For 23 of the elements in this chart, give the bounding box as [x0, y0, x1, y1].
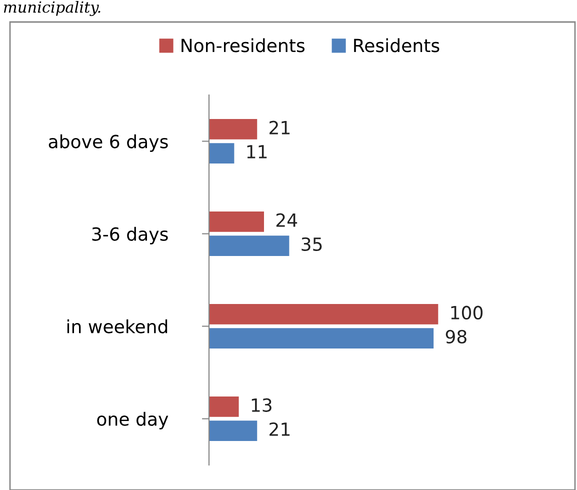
text: municipality. — [4, 0, 100, 16]
bar — [209, 396, 239, 417]
bar — [209, 304, 438, 324]
bar — [209, 212, 264, 232]
data-label: 11 — [247, 145, 267, 158]
y-tick-label: above 6 days — [48, 134, 168, 152]
bar — [209, 328, 434, 348]
bar — [209, 143, 234, 164]
data-label: 21 — [270, 422, 290, 436]
data-label: 21 — [270, 120, 290, 134]
data-label: 24 — [276, 213, 298, 227]
y-tick-label: 3-6 days — [92, 226, 168, 244]
legend-label: Residents — [354, 38, 440, 52]
bar — [209, 236, 290, 256]
legend-label: Non-residents — [182, 38, 305, 52]
data-label: 98 — [446, 330, 466, 344]
y-tick-label: in weekend — [67, 319, 168, 334]
bar — [209, 119, 258, 140]
data-label: 35 — [302, 237, 322, 252]
y-tick-label: one day — [97, 412, 168, 430]
data-label: 13 — [252, 398, 272, 412]
bar — [209, 420, 258, 441]
data-label: 100 — [451, 306, 483, 320]
